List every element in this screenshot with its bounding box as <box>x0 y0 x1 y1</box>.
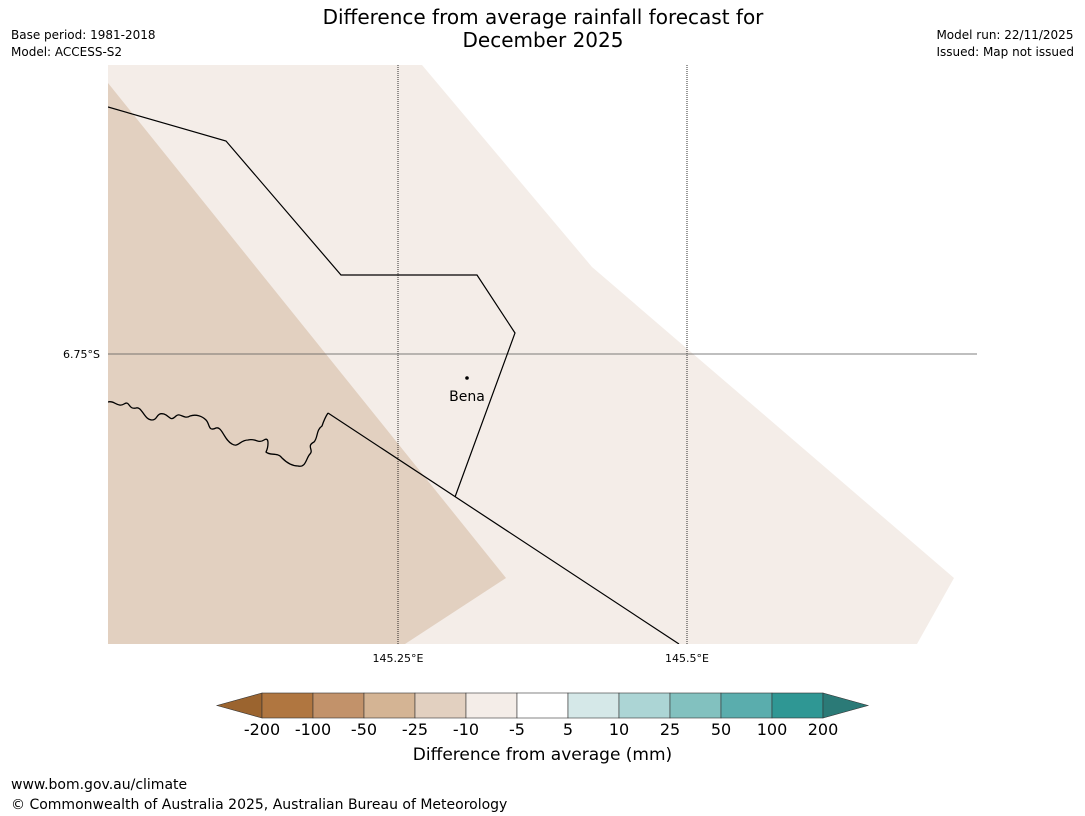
colorbar-swatch <box>669 692 722 719</box>
colorbar-swatch <box>414 692 467 719</box>
province-boundary-south <box>327 412 680 644</box>
province-boundary <box>108 106 516 498</box>
metadata-right: Model run: 22/11/2025 Issued: Map not is… <box>936 27 1074 61</box>
colorbar-swatch <box>567 692 620 719</box>
colorbar-tick-label: -200 <box>244 720 280 739</box>
footer-url: www.bom.gov.au/climate <box>11 777 188 793</box>
colorbar-tick-label: -5 <box>509 720 525 739</box>
colorbar-swatch <box>516 692 569 719</box>
colorbar-ticks: -200 -100 -50 -25 -10 -5 5 10 25 50 100 200 <box>244 720 838 739</box>
model-run-text: Model run: 22/11/2025 <box>936 28 1074 42</box>
colorbar-swatch <box>465 692 518 719</box>
colorbar-swatch <box>261 692 314 719</box>
map-title-line1: Difference from average rainfall forecas… <box>322 5 764 29</box>
issued-text: Issued: Map not issued <box>936 45 1074 59</box>
colorbar-tick-label: 5 <box>563 720 573 739</box>
colorbar-swatch <box>720 692 773 719</box>
colorbar-swatch <box>771 692 824 719</box>
longitude-tick-label: 145.25°E <box>373 652 424 665</box>
base-period-text: Base period: 1981-2018 <box>11 28 156 42</box>
colorbar-tick-label: -100 <box>295 720 331 739</box>
colorbar-tick-label: 200 <box>808 720 839 739</box>
longitude-tick-label: 145.5°E <box>665 652 709 665</box>
metadata-left: Base period: 1981-2018 Model: ACCESS-S2 <box>11 27 156 61</box>
map-title: Difference from average rainfall forecas… <box>243 6 843 52</box>
colorbar-swatch <box>363 692 416 719</box>
colorbar-tick-label: 100 <box>757 720 788 739</box>
colorbar-swatches <box>215 692 870 719</box>
colorbar-tick-label: -50 <box>351 720 377 739</box>
river-line <box>108 401 329 467</box>
colorbar-tick-label: 10 <box>609 720 629 739</box>
colorbar-swatch <box>618 692 671 719</box>
footer: www.bom.gov.au/climate © Commonwealth of… <box>11 775 507 815</box>
model-text: Model: ACCESS-S2 <box>11 45 123 59</box>
colorbar-tick-label: -10 <box>453 720 479 739</box>
latitude-tick-label: 6.75°S <box>63 348 100 361</box>
colorbar-tick-label: 25 <box>660 720 680 739</box>
colorbar-tick-label: -25 <box>402 720 428 739</box>
rainfall-region-moderate-negative <box>108 83 506 644</box>
colorbar-extend-high <box>822 692 870 719</box>
colorbar-extend-low <box>215 692 263 719</box>
map-title-line2: December 2025 <box>462 28 624 52</box>
footer-copyright: © Commonwealth of Australia 2025, Austra… <box>11 797 508 813</box>
colorbar-swatch <box>312 692 365 719</box>
town-marker-bena <box>465 376 469 380</box>
town-label-bena: Bena <box>449 389 485 405</box>
colorbar-label: Difference from average (mm) <box>412 745 673 765</box>
colorbar-tick-label: 50 <box>711 720 731 739</box>
map-plot-area <box>108 65 977 644</box>
